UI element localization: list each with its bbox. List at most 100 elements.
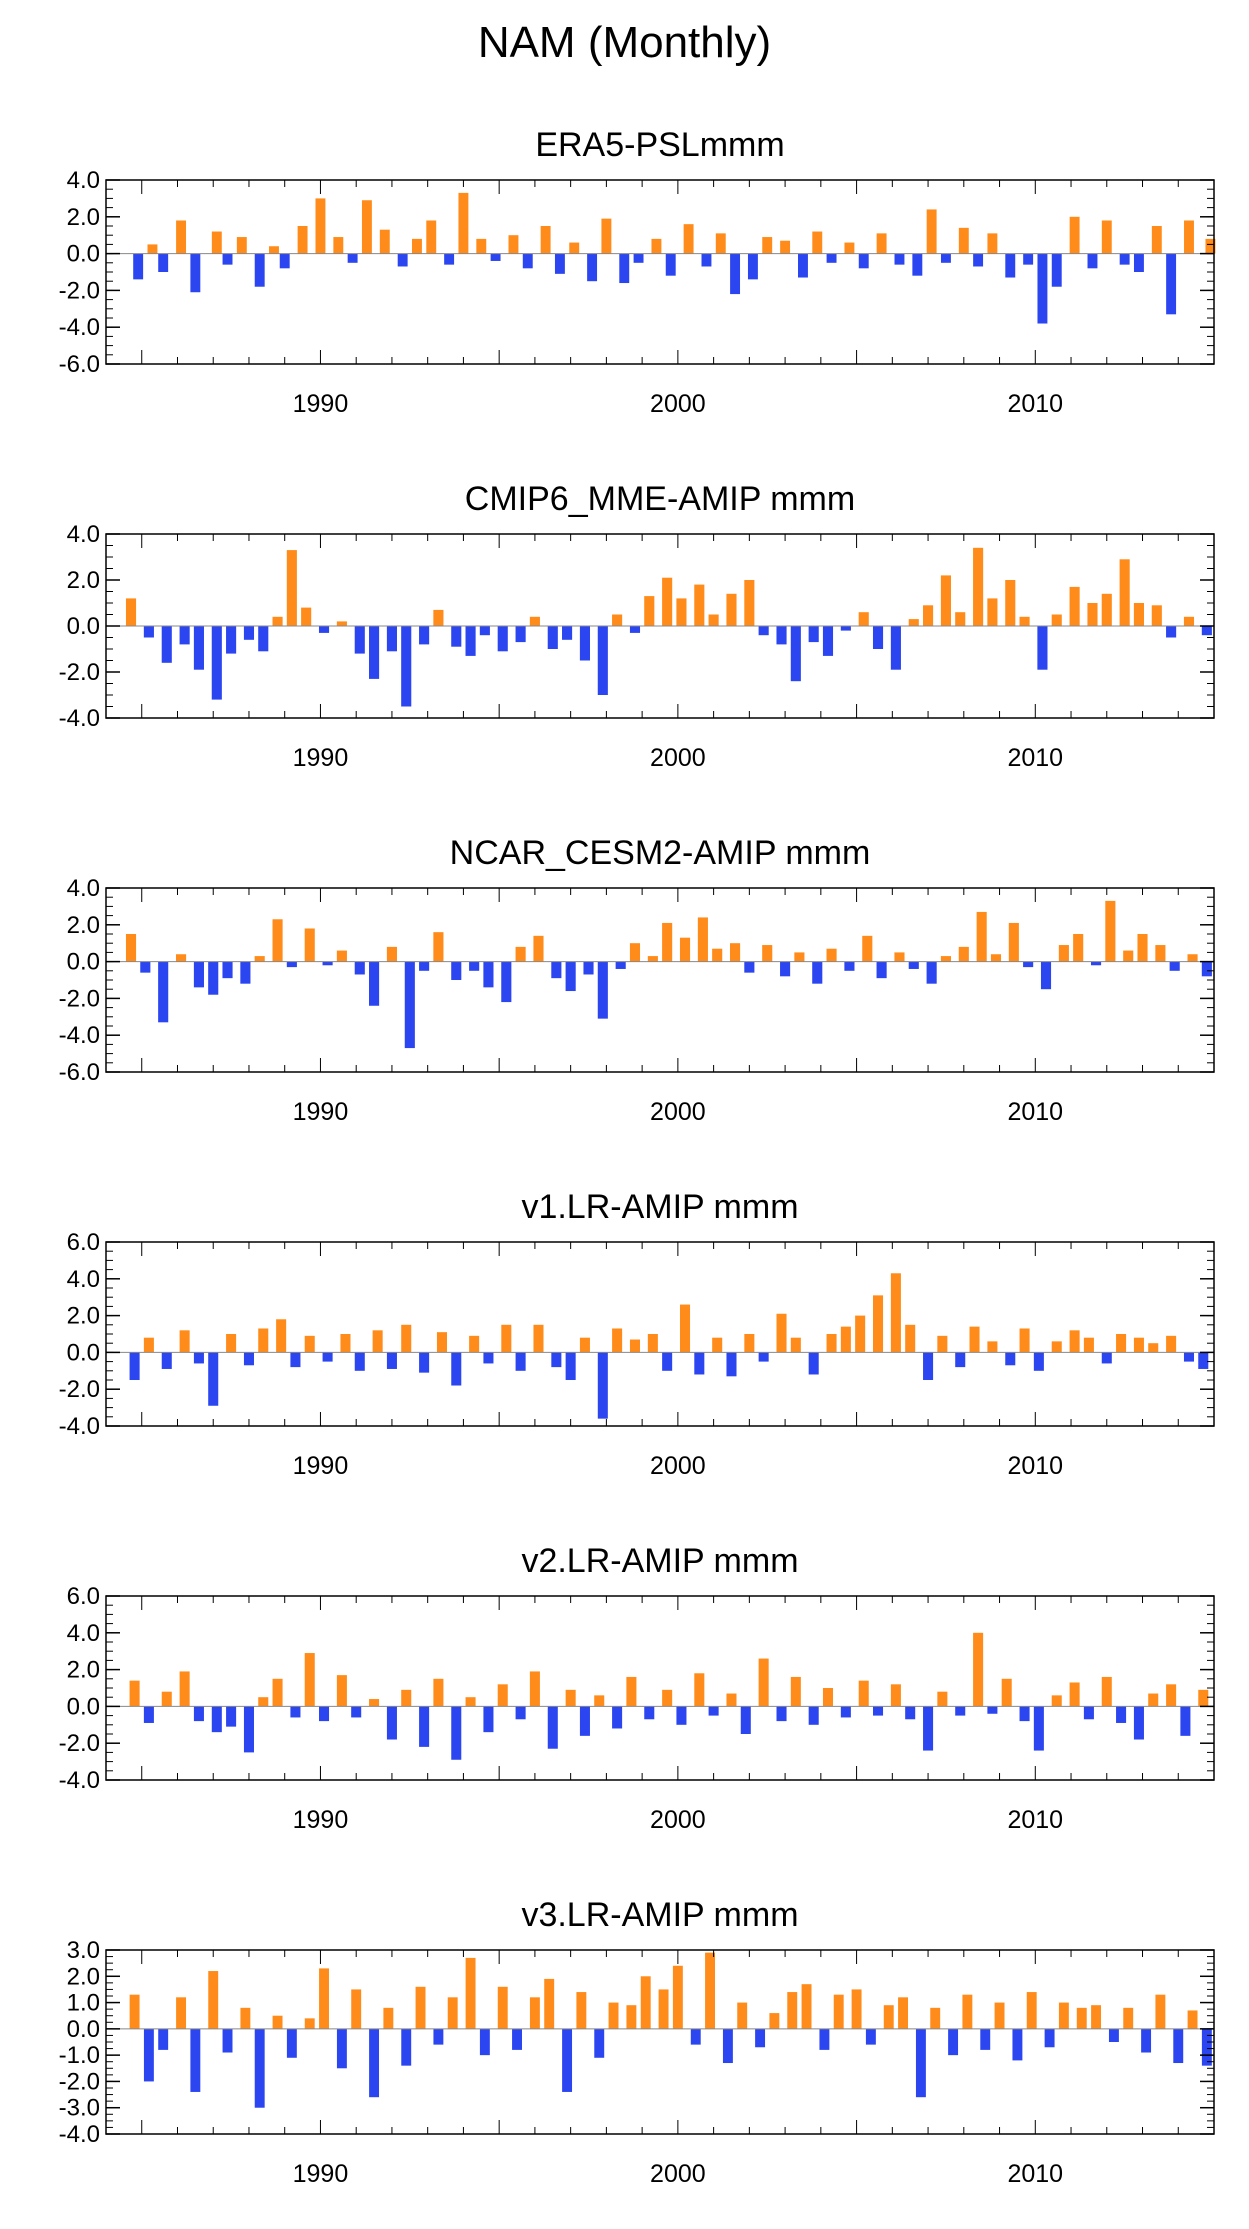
anomaly-bar <box>608 2002 619 2029</box>
anomaly-bar <box>562 626 573 640</box>
anomaly-bar <box>1183 1352 1195 1362</box>
anomaly-bar <box>973 253 984 267</box>
anomaly-bar <box>758 1352 769 1362</box>
y-tick-label: 2.0 <box>67 567 100 594</box>
anomaly-bar <box>1166 626 1177 638</box>
anomaly-bar <box>240 961 251 984</box>
anomaly-bar <box>397 253 408 267</box>
anomaly-bar <box>522 253 533 269</box>
anomaly-bar <box>1051 1695 1062 1707</box>
anomaly-bar <box>451 1706 462 1760</box>
anomaly-bar <box>533 935 544 962</box>
anomaly-bar <box>801 1984 812 2029</box>
anomaly-bar <box>143 626 154 638</box>
x-tick-label: 2010 <box>1007 1452 1063 1480</box>
anomaly-bar <box>211 626 222 700</box>
anomaly-bar <box>726 1352 737 1377</box>
anomaly-bar <box>640 1976 651 2029</box>
anomaly-bar <box>515 1352 526 1371</box>
anomaly-bar <box>812 231 823 254</box>
anomaly-bar <box>1198 1352 1209 1369</box>
anomaly-bar <box>776 1706 787 1722</box>
anomaly-bar <box>354 961 365 975</box>
anomaly-bar <box>383 2007 394 2029</box>
chart-panel-1: ERA5-PSLmmm 4.0 2.0 0.0 -2.0 -4.0 -6.0 1990 2000… <box>59 126 1216 418</box>
anomaly-bar <box>544 1978 555 2029</box>
anomaly-bar <box>737 2002 748 2029</box>
panel-title: NCAR_CESM2-AMIP mmm <box>450 834 871 872</box>
anomaly-bar <box>1058 945 1069 962</box>
anomaly-bar <box>125 598 137 626</box>
anomaly-bar <box>1155 1994 1166 2029</box>
anomaly-bar <box>1005 580 1016 626</box>
anomaly-bar <box>1101 1352 1112 1364</box>
anomaly-bar <box>465 626 476 656</box>
anomaly-bar <box>694 584 705 626</box>
anomaly-bar <box>1166 1684 1177 1707</box>
anomaly-bar <box>1151 605 1162 626</box>
anomaly-bar <box>822 1688 834 1707</box>
anomaly-bar <box>1073 934 1084 962</box>
x-tick-label: 2010 <box>1007 390 1063 418</box>
anomaly-bar <box>419 1706 430 1747</box>
anomaly-bar <box>1090 961 1102 966</box>
anomaly-bar <box>290 1352 301 1368</box>
x-tick-label: 2000 <box>650 2160 706 2188</box>
anomaly-bar <box>758 1658 769 1707</box>
anomaly-bar <box>987 1706 998 1714</box>
anomaly-bar <box>987 233 998 254</box>
anomaly-bar <box>1101 1676 1112 1707</box>
anomaly-bar <box>336 1675 347 1707</box>
anomaly-bar <box>819 2028 830 2050</box>
anomaly-bar <box>948 2028 959 2056</box>
chart-panel-3: NCAR_CESM2-AMIP mmm 4.0 2.0 0.0 -2.0 -4.0 -6.0… <box>59 834 1215 1126</box>
anomaly-bar <box>143 1706 154 1723</box>
anomaly-bar <box>1180 1706 1191 1736</box>
anomaly-bar <box>304 928 315 962</box>
anomaly-bar <box>840 626 851 631</box>
anomaly-bar <box>547 626 558 649</box>
anomaly-bar <box>569 242 580 254</box>
anomaly-bar <box>347 253 358 263</box>
anomaly-bar <box>243 626 255 640</box>
anomaly-bar <box>629 1339 641 1353</box>
anomaly-bar <box>755 2028 766 2048</box>
anomaly-bar <box>1116 1706 1127 1723</box>
anomaly-bar <box>369 2028 380 2098</box>
anomaly-bar <box>272 1678 283 1707</box>
anomaly-bar <box>401 1689 412 1707</box>
anomaly-bar <box>254 956 265 962</box>
anomaly-bar <box>211 231 222 254</box>
anomaly-bar <box>483 1706 494 1733</box>
anomaly-bar <box>722 2028 733 2064</box>
anomaly-bar <box>419 626 430 645</box>
anomaly-bar <box>597 626 608 695</box>
anomaly-bar <box>790 1337 801 1353</box>
anomaly-bar <box>926 961 937 984</box>
anomaly-bar <box>601 218 612 254</box>
x-tick-label: 2000 <box>650 744 706 772</box>
anomaly-bar <box>1116 1334 1127 1353</box>
anomaly-bar <box>955 1706 966 1716</box>
anomaly-bar <box>923 1706 934 1751</box>
anomaly-bar <box>386 626 397 652</box>
anomaly-bar <box>833 1994 844 2029</box>
anomaly-bar <box>1008 922 1019 962</box>
anomaly-bar <box>490 253 501 261</box>
anomaly-bar <box>1133 1337 1144 1353</box>
anomaly-bar <box>579 1706 590 1736</box>
panel-title: CMIP6_MME-AMIP mmm <box>465 480 855 518</box>
anomaly-bar <box>762 945 773 962</box>
anomaly-bar <box>962 1994 973 2029</box>
anomaly-bar <box>512 2028 522 2050</box>
anomaly-bar <box>369 626 380 679</box>
anomaly-bar <box>651 238 662 254</box>
y-tick-label: 6.0 <box>67 1583 100 1610</box>
anomaly-bar <box>565 1352 576 1380</box>
anomaly-bar <box>822 626 834 656</box>
anomaly-bar <box>583 961 594 975</box>
anomaly-bar <box>915 2028 926 2098</box>
anomaly-bar <box>776 626 787 645</box>
y-tick-label: 2.0 <box>67 1657 100 1684</box>
anomaly-bar <box>1005 1352 1016 1366</box>
